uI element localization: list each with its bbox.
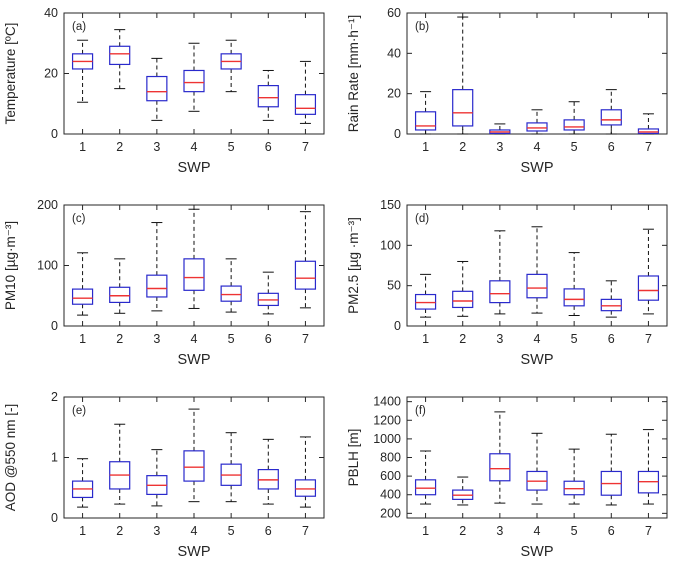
- svg-text:4: 4: [533, 332, 540, 346]
- svg-text:1000: 1000: [373, 432, 401, 446]
- boxplot-chart-a: 0 20 40 1 2 3 4 5 6 7 SWP Temperature [ºC] (a): [3, 6, 325, 176]
- svg-text:5: 5: [570, 524, 577, 538]
- svg-text:5: 5: [228, 332, 235, 346]
- svg-text:40: 40: [387, 46, 401, 60]
- svg-text:6: 6: [265, 140, 272, 154]
- svg-text:0: 0: [51, 127, 58, 141]
- svg-text:3: 3: [496, 332, 503, 346]
- svg-text:40: 40: [44, 6, 58, 20]
- svg-text:1: 1: [422, 140, 429, 154]
- svg-text:4: 4: [533, 140, 540, 154]
- svg-text:7: 7: [644, 332, 651, 346]
- svg-text:2: 2: [459, 524, 466, 538]
- svg-text:0: 0: [51, 319, 58, 333]
- svg-text:1: 1: [51, 451, 58, 465]
- svg-text:1: 1: [79, 524, 86, 538]
- svg-text:2: 2: [116, 524, 123, 538]
- svg-text:2: 2: [116, 140, 123, 154]
- svg-text:1400: 1400: [373, 395, 401, 409]
- svg-text:(a): (a): [72, 21, 86, 33]
- svg-text:50: 50: [387, 279, 401, 293]
- svg-text:20: 20: [387, 87, 401, 101]
- svg-text:5: 5: [570, 140, 577, 154]
- svg-text:(f): (f): [415, 405, 426, 417]
- svg-text:1200: 1200: [373, 413, 401, 427]
- svg-text:800: 800: [380, 451, 401, 465]
- svg-text:100: 100: [37, 259, 58, 273]
- svg-text:SWP: SWP: [177, 160, 210, 176]
- boxplot-chart-e: 0 1 2 1 2 3 4 5 6 7 SWP AOD @550 nm [-] (e): [3, 390, 325, 560]
- svg-text:(b): (b): [415, 21, 429, 33]
- svg-text:0: 0: [394, 127, 401, 141]
- panel-c-pm10: 0 100 200 1 2 3 4 5 6 7 SWP PM10 [µg·m⁻³] (c): [0, 192, 342, 384]
- svg-text:400: 400: [380, 488, 401, 502]
- svg-text:SWP: SWP: [520, 352, 553, 368]
- svg-text:7: 7: [302, 524, 309, 538]
- svg-text:AOD @550 nm [-]: AOD @550 nm [-]: [3, 404, 18, 512]
- panel-a-temperature: 0 20 40 1 2 3 4 5 6 7 SWP Temperature [ºC] (a): [0, 0, 342, 192]
- svg-text:SWP: SWP: [520, 544, 553, 560]
- panel-f-pblh: 200 400 600 800 1000 1200 1400 1 2 3 4 5 6 7 SWP PBLH […: [343, 384, 685, 576]
- svg-text:200: 200: [37, 198, 58, 212]
- svg-text:SWP: SWP: [177, 544, 210, 560]
- svg-text:3: 3: [153, 524, 160, 538]
- svg-text:5: 5: [228, 524, 235, 538]
- svg-text:3: 3: [496, 524, 503, 538]
- panel-b-rain-rate: 0 20 40 60 1 2 3 4 5 6 7 SWP Rain Rate [mm·h⁻¹] (b): [343, 0, 685, 192]
- svg-text:4: 4: [191, 524, 198, 538]
- svg-text:6: 6: [265, 524, 272, 538]
- svg-text:600: 600: [380, 469, 401, 483]
- svg-text:2: 2: [116, 332, 123, 346]
- svg-text:6: 6: [607, 332, 614, 346]
- boxplot-chart-d: 0 50 100 150 1 2 3 4 5 6 7 SWP PM2.5 [µg ·m⁻³] (d): [346, 198, 667, 368]
- panel-e-aod: 0 1 2 1 2 3 4 5 6 7 SWP AOD @550 nm [-] (e): [0, 384, 342, 576]
- svg-text:0: 0: [394, 319, 401, 333]
- svg-text:0: 0: [51, 511, 58, 525]
- svg-text:20: 20: [44, 67, 58, 81]
- svg-text:6: 6: [607, 524, 614, 538]
- svg-text:Temperature [ºC]: Temperature [ºC]: [3, 23, 18, 125]
- boxplot-chart-c: 0 100 200 1 2 3 4 5 6 7 SWP PM10 [µg·m⁻³] (c): [3, 198, 325, 368]
- svg-text:3: 3: [153, 332, 160, 346]
- svg-text:4: 4: [191, 140, 198, 154]
- svg-text:(d): (d): [415, 213, 429, 225]
- boxplot-chart-b: 0 20 40 60 1 2 3 4 5 6 7 SWP Rain Rate [mm·h⁻¹] (b): [346, 6, 667, 176]
- svg-text:(e): (e): [72, 405, 86, 417]
- svg-text:PBLH [m]: PBLH [m]: [346, 429, 361, 487]
- svg-text:150: 150: [380, 198, 401, 212]
- svg-text:200: 200: [380, 506, 401, 520]
- svg-text:5: 5: [228, 140, 235, 154]
- svg-text:SWP: SWP: [177, 352, 210, 368]
- panel-d-pm25: 0 50 100 150 1 2 3 4 5 6 7 SWP PM2.5 [µg ·m⁻³] (d): [343, 192, 685, 384]
- svg-text:1: 1: [422, 524, 429, 538]
- svg-text:SWP: SWP: [520, 160, 553, 176]
- svg-text:(c): (c): [72, 213, 86, 225]
- svg-text:Rain Rate [mm·h⁻¹]: Rain Rate [mm·h⁻¹]: [346, 15, 361, 132]
- svg-text:2: 2: [459, 140, 466, 154]
- svg-text:2: 2: [459, 332, 466, 346]
- svg-text:1: 1: [79, 332, 86, 346]
- svg-text:PM2.5 [µg ·m⁻³]: PM2.5 [µg ·m⁻³]: [346, 217, 361, 314]
- svg-text:1: 1: [422, 332, 429, 346]
- svg-text:6: 6: [265, 332, 272, 346]
- boxplot-chart-f: 200 400 600 800 1000 1200 1400 1 2 3 4 5 6 7 SWP PBLH […: [346, 395, 667, 560]
- svg-text:PM10 [µg·m⁻³]: PM10 [µg·m⁻³]: [3, 221, 18, 310]
- svg-text:2: 2: [51, 390, 58, 404]
- svg-text:7: 7: [302, 140, 309, 154]
- svg-text:3: 3: [496, 140, 503, 154]
- svg-text:100: 100: [380, 238, 401, 252]
- svg-text:7: 7: [302, 332, 309, 346]
- svg-text:7: 7: [644, 140, 651, 154]
- svg-text:1: 1: [79, 140, 86, 154]
- svg-text:7: 7: [644, 524, 651, 538]
- svg-text:4: 4: [191, 332, 198, 346]
- svg-text:5: 5: [570, 332, 577, 346]
- svg-text:4: 4: [533, 524, 540, 538]
- svg-text:3: 3: [153, 140, 160, 154]
- svg-text:6: 6: [607, 140, 614, 154]
- svg-text:60: 60: [387, 6, 401, 20]
